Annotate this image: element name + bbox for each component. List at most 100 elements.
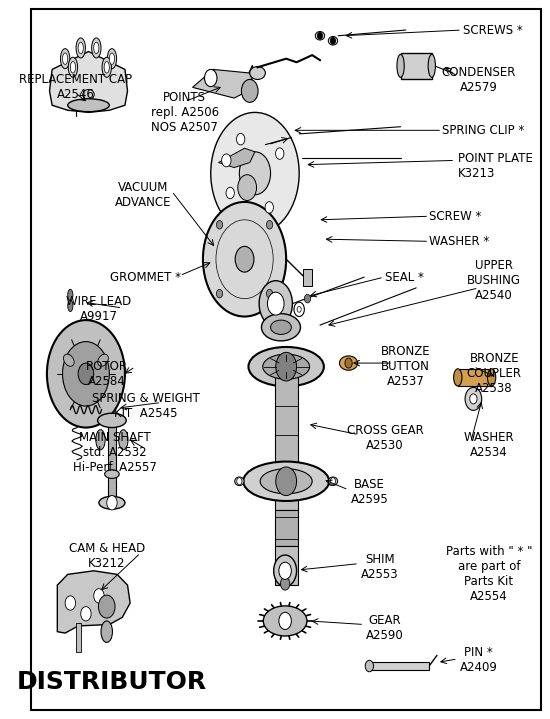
Circle shape [276, 148, 284, 160]
Circle shape [266, 289, 273, 298]
Ellipse shape [249, 347, 324, 386]
Ellipse shape [76, 38, 85, 58]
Text: MAIN SHAFT
std. A2532
Hi-Perf. A2557: MAIN SHAFT std. A2532 Hi-Perf. A2557 [73, 431, 156, 474]
Text: CONDENSER
A2579: CONDENSER A2579 [442, 66, 516, 94]
Circle shape [274, 555, 296, 587]
Bar [400, 53, 432, 79]
Ellipse shape [235, 477, 244, 485]
Ellipse shape [68, 58, 78, 78]
Ellipse shape [243, 462, 329, 501]
Ellipse shape [339, 356, 358, 370]
Bar [108, 417, 116, 506]
Text: GEAR
A2590: GEAR A2590 [366, 614, 404, 642]
Text: BASE
A2595: BASE A2595 [350, 478, 388, 506]
Circle shape [98, 595, 115, 618]
Circle shape [279, 562, 292, 580]
Ellipse shape [104, 62, 109, 73]
Text: WIRE LEAD
A9917: WIRE LEAD A9917 [67, 296, 131, 324]
Circle shape [317, 32, 322, 40]
Ellipse shape [109, 53, 114, 65]
Polygon shape [50, 52, 128, 112]
Circle shape [470, 394, 477, 404]
Circle shape [259, 280, 293, 326]
Circle shape [203, 202, 286, 316]
Ellipse shape [78, 42, 84, 54]
Circle shape [279, 613, 292, 630]
Bar [274, 367, 298, 467]
Ellipse shape [263, 606, 307, 636]
Ellipse shape [94, 42, 99, 54]
Bar [303, 269, 312, 286]
Text: SCREW *: SCREW * [429, 210, 482, 223]
Circle shape [265, 201, 273, 213]
Text: UPPER
BUSHING
A2540: UPPER BUSHING A2540 [467, 260, 521, 302]
Circle shape [280, 577, 290, 590]
Ellipse shape [397, 55, 404, 78]
Text: POINTS
repl. A2506
NOS A2507: POINTS repl. A2506 NOS A2507 [151, 91, 219, 134]
Ellipse shape [92, 38, 101, 58]
Ellipse shape [63, 354, 74, 366]
Text: CROSS GEAR
A2530: CROSS GEAR A2530 [346, 424, 424, 452]
Circle shape [211, 112, 299, 234]
Circle shape [47, 320, 125, 428]
Text: GROMMET *: GROMMET * [110, 270, 182, 283]
Circle shape [63, 342, 109, 406]
Ellipse shape [263, 354, 310, 379]
Ellipse shape [101, 621, 112, 642]
Text: SPRING CLIP *: SPRING CLIP * [442, 124, 525, 137]
Ellipse shape [315, 32, 324, 40]
Circle shape [107, 495, 117, 510]
Text: SHIM
A2553: SHIM A2553 [361, 553, 399, 581]
Text: DISTRIBUTOR: DISTRIBUTOR [17, 670, 207, 694]
Circle shape [226, 187, 234, 198]
Polygon shape [192, 70, 255, 98]
Bar [274, 510, 298, 546]
Text: SCREWS *: SCREWS * [463, 24, 522, 37]
Circle shape [266, 221, 273, 229]
Circle shape [276, 352, 296, 381]
Ellipse shape [63, 53, 68, 65]
Circle shape [235, 247, 254, 272]
Circle shape [331, 37, 336, 45]
Circle shape [297, 306, 301, 312]
Ellipse shape [70, 62, 75, 73]
Circle shape [222, 154, 231, 167]
Ellipse shape [98, 354, 108, 366]
Ellipse shape [328, 37, 338, 45]
Bar [274, 467, 298, 510]
Text: BRONZE
BUTTON
A2537: BRONZE BUTTON A2537 [381, 345, 431, 388]
Ellipse shape [68, 99, 109, 111]
Bar [75, 623, 81, 651]
Circle shape [78, 363, 94, 385]
Text: PIN *
A2409: PIN * A2409 [460, 646, 498, 674]
Circle shape [94, 589, 104, 603]
Circle shape [465, 388, 482, 411]
Ellipse shape [102, 58, 112, 78]
Ellipse shape [260, 469, 312, 494]
Ellipse shape [250, 67, 265, 80]
Circle shape [65, 596, 75, 610]
Text: WASHER *: WASHER * [429, 235, 490, 248]
Bar [458, 369, 492, 386]
Circle shape [365, 660, 373, 672]
Circle shape [267, 292, 284, 315]
Circle shape [236, 477, 242, 485]
Ellipse shape [119, 430, 128, 450]
Bar [370, 661, 429, 670]
Ellipse shape [107, 49, 117, 69]
Circle shape [217, 221, 223, 229]
Ellipse shape [261, 313, 300, 341]
Text: BRONZE
COUPLER
A2538: BRONZE COUPLER A2538 [467, 352, 522, 395]
Ellipse shape [271, 320, 292, 334]
Circle shape [238, 175, 256, 201]
Circle shape [236, 134, 245, 145]
Polygon shape [218, 148, 255, 168]
Ellipse shape [68, 300, 73, 311]
Circle shape [345, 358, 352, 368]
Circle shape [239, 152, 271, 195]
Bar [274, 546, 298, 585]
Text: REPLACEMENT CAP
A2546: REPLACEMENT CAP A2546 [19, 73, 132, 101]
Ellipse shape [487, 369, 496, 386]
Text: SPRING & WEIGHT
KIT  A2545: SPRING & WEIGHT KIT A2545 [92, 392, 200, 420]
Text: SEAL *: SEAL * [385, 270, 424, 283]
